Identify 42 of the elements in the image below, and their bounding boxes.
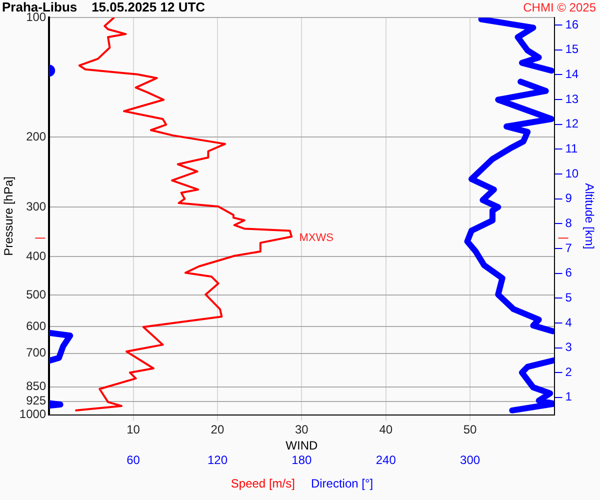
- y2-tick-label: 12: [565, 116, 579, 131]
- y-tick-label: 700: [26, 346, 46, 360]
- x-tick-label: 40: [379, 422, 393, 436]
- y2-tick-label: 10: [565, 166, 579, 180]
- y-tick-label: 200: [26, 129, 46, 144]
- y-axis-title: Pressure [hPa]: [2, 176, 16, 256]
- y-tick-label: 600: [26, 318, 46, 333]
- y2-tick-label: 6: [565, 266, 572, 280]
- x-tick-label: 20: [210, 422, 224, 436]
- y-tick-label: 500: [26, 288, 46, 302]
- y2-tick-label: 4: [565, 315, 572, 330]
- y2-tick-label: 8: [565, 216, 572, 230]
- y2-tick-label: 15: [565, 42, 579, 56]
- x2-tick-label: 180: [292, 453, 312, 468]
- y-tick-label: 925: [26, 394, 46, 408]
- y-tick-label: 400: [26, 249, 46, 264]
- y2-tick-label: 14: [565, 67, 579, 82]
- text: CHMI © 2025: [523, 0, 596, 14]
- y-tick-label: 1000: [19, 407, 46, 422]
- x-tick-label: 50: [463, 422, 478, 436]
- text: Speed [m/s]: [230, 476, 295, 490]
- x-tick-label: 10: [126, 422, 140, 436]
- y2-tick-label: 9: [565, 191, 572, 206]
- y2-tick-label: 3: [565, 340, 572, 354]
- x2-tick-label: 60: [126, 453, 140, 468]
- x2-tick-label: 120: [207, 453, 228, 468]
- y2-tick-label: 2: [565, 364, 572, 379]
- annotation: MXWS: [299, 232, 334, 244]
- y-tick-label: 300: [26, 199, 46, 214]
- y2-axis-title: Altitude [km]: [582, 183, 596, 250]
- y-tick-label: 850: [26, 379, 46, 394]
- y2-tick-label: 7: [565, 240, 572, 255]
- text: Direction [°]: [310, 476, 374, 490]
- x-tick-label: 30: [294, 422, 309, 436]
- y2-tick-label: 1: [565, 390, 572, 404]
- y2-tick-label: 13: [565, 92, 579, 106]
- x2-tick-label: 240: [376, 453, 396, 468]
- x-axis-title: WIND: [286, 438, 318, 453]
- y2-tick-label: 16: [565, 17, 579, 32]
- y2-tick-label: 5: [565, 290, 572, 304]
- x2-tick-label: 300: [460, 453, 480, 468]
- y2-tick-label: 11: [565, 141, 578, 156]
